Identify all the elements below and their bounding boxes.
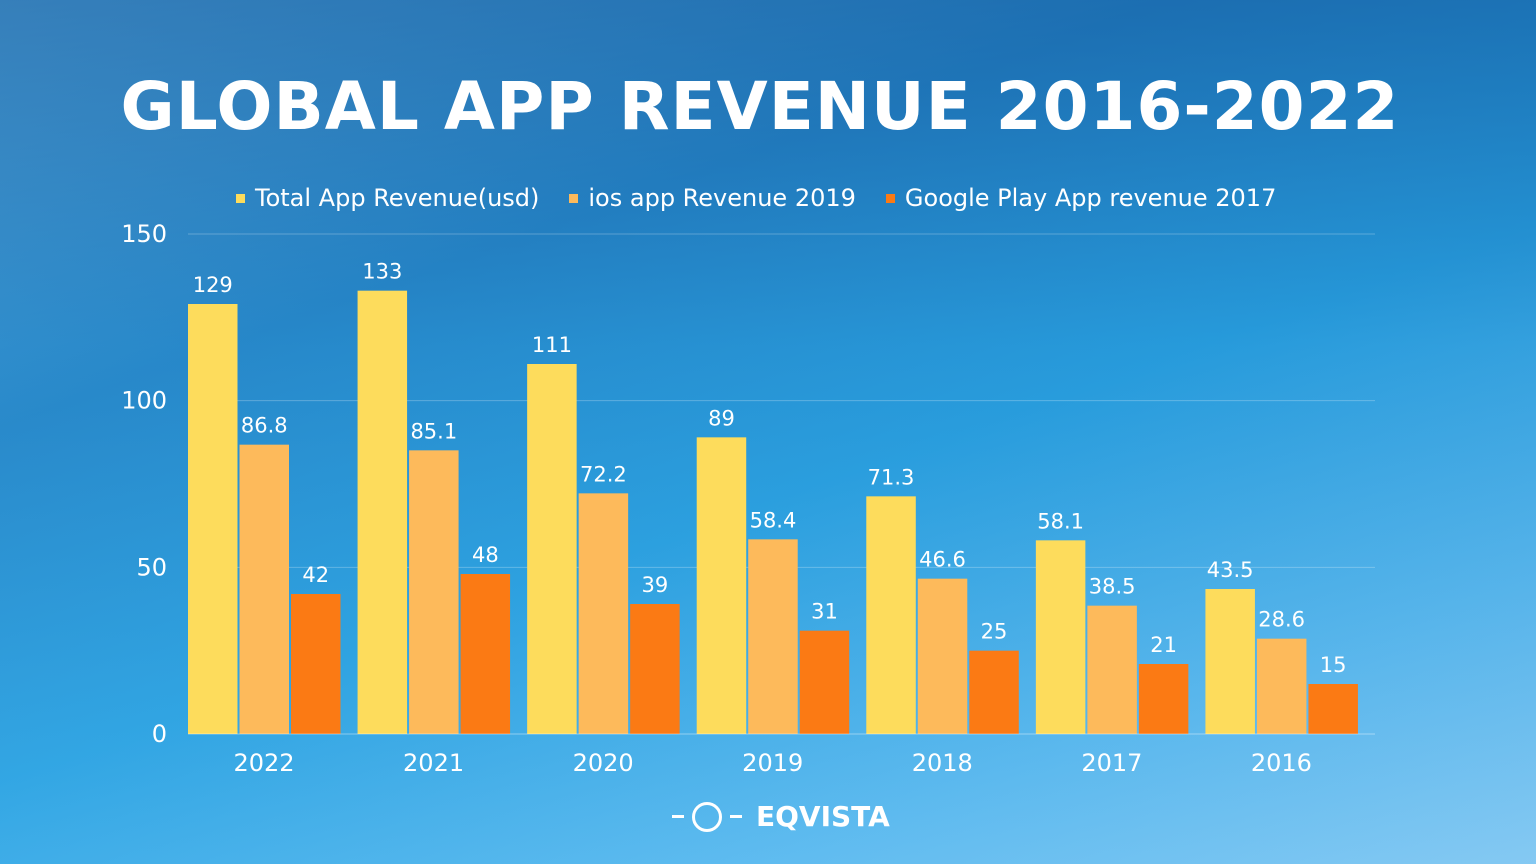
bar: [357, 290, 408, 734]
y-tick-label: 150: [121, 220, 167, 248]
data-label: 43.5: [1207, 558, 1254, 582]
x-tick-label: 2022: [233, 749, 294, 777]
data-label: 38.5: [1089, 575, 1136, 599]
y-tick-label: 100: [121, 387, 167, 415]
y-tick-label: 50: [136, 553, 167, 581]
data-label: 72.2: [580, 462, 627, 486]
legend-item: Google Play App revenue 2017: [885, 184, 1277, 212]
bar: [866, 496, 916, 734]
data-label: 86.8: [241, 414, 288, 438]
legend-item: Total App Revenue(usd): [236, 184, 539, 212]
x-tick-label: 2021: [403, 749, 464, 777]
chart-title: GLOBAL APP REVENUE 2016-2022: [120, 68, 1400, 145]
data-label: 133: [362, 260, 402, 284]
bar: [696, 437, 747, 734]
bar: [630, 604, 680, 734]
data-label: 111: [532, 333, 572, 357]
eqvista-logo: EQVISTA: [672, 800, 890, 833]
bar: [1205, 589, 1255, 734]
data-label: 15: [1320, 653, 1347, 677]
legend-label: Google Play App revenue 2017: [904, 184, 1277, 212]
bar: [1087, 605, 1137, 734]
bar: [1256, 638, 1307, 734]
x-tick-label: 2019: [742, 749, 803, 777]
legend-item: ios app Revenue 2019: [569, 184, 856, 212]
logo-text: EQVISTA: [756, 800, 890, 833]
bar: [460, 574, 511, 734]
x-tick-label: 2020: [573, 749, 634, 777]
bar: [969, 650, 1019, 734]
data-label: 46.6: [919, 548, 966, 572]
bar: [1035, 540, 1086, 734]
data-label: 25: [981, 620, 1008, 644]
bar: [578, 493, 629, 734]
bar: [799, 630, 850, 734]
legend-label: ios app Revenue 2019: [588, 184, 856, 212]
bar: [1308, 684, 1358, 734]
data-label: 39: [642, 573, 669, 597]
bar: [291, 594, 341, 734]
data-label: 89: [708, 406, 735, 430]
data-label: 42: [302, 563, 329, 587]
legend-swatch: [236, 193, 245, 203]
data-label: 71.3: [868, 465, 915, 489]
data-label: 48: [472, 543, 499, 567]
data-label: 28.6: [1258, 608, 1305, 632]
legend-label: Total App Revenue(usd): [255, 184, 540, 212]
data-label: 85.1: [410, 419, 457, 443]
x-tick-label: 2016: [1251, 749, 1312, 777]
bar: [239, 444, 289, 734]
bar: [748, 539, 798, 734]
data-label: 58.1: [1037, 509, 1084, 533]
x-tick-label: 2018: [912, 749, 973, 777]
bar: [917, 578, 968, 734]
bar: [188, 304, 238, 734]
data-label: 58.4: [750, 508, 797, 532]
legend: Total App Revenue(usd) ios app Revenue 20…: [236, 184, 1276, 212]
legend-swatch: [885, 193, 895, 203]
bar: [409, 450, 459, 734]
bar: [527, 364, 577, 734]
logo-ring-icon: [692, 801, 722, 832]
data-label: 21: [1150, 633, 1177, 657]
x-tick-label: 2017: [1081, 749, 1142, 777]
legend-swatch: [569, 193, 579, 203]
data-label: 129: [193, 273, 233, 297]
y-tick-label: 0: [152, 720, 167, 748]
bar: [1138, 664, 1189, 734]
data-label: 31: [811, 600, 838, 624]
